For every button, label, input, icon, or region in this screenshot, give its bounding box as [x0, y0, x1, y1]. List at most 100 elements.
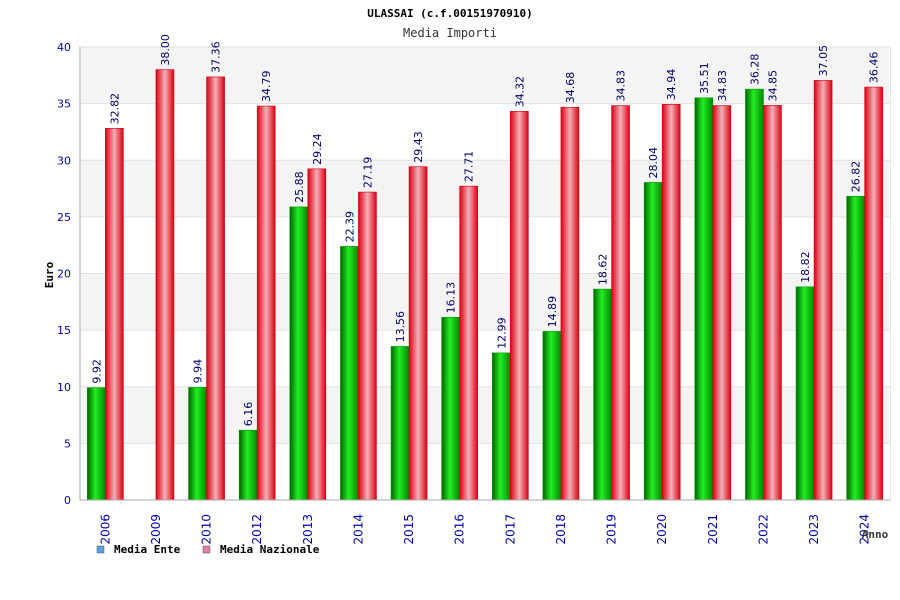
- y-axis-label: Euro: [43, 261, 56, 288]
- data-label: 34.32: [513, 76, 526, 108]
- y-tick-label: 15: [57, 324, 71, 337]
- legend-label: Media Nazionale: [220, 543, 320, 556]
- data-label: 25.88: [293, 171, 306, 203]
- y-tick-label: 20: [57, 268, 71, 281]
- y-tick-label: 10: [57, 381, 71, 394]
- data-label: 26.82: [850, 161, 863, 193]
- data-label: 12.99: [495, 317, 508, 349]
- data-label: 34.68: [564, 72, 577, 104]
- y-tick-label: 30: [57, 154, 71, 167]
- data-label: 18.82: [799, 251, 812, 283]
- bar-media-ente: [390, 346, 410, 501]
- bar-media-ente: [441, 317, 460, 501]
- bar-media-nazionale: [763, 105, 782, 501]
- bar-media-nazionale: [864, 86, 883, 501]
- legend-swatch: [202, 545, 211, 554]
- bar-media-nazionale: [560, 106, 580, 501]
- chart-title: ULASSAI (c.f.00151970910): [367, 7, 533, 20]
- bar-media-ente: [238, 429, 258, 501]
- x-tick-label: 2017: [503, 514, 517, 545]
- data-label: 18.62: [597, 254, 610, 286]
- bar-media-nazionale: [712, 105, 732, 501]
- y-tick-label: 40: [57, 41, 71, 54]
- data-label: 13.56: [394, 311, 407, 343]
- x-tick-label: 2006: [98, 514, 112, 545]
- legend: Media Ente Media Nazionale: [96, 543, 320, 556]
- bar-media-ente: [87, 387, 106, 501]
- data-label: 29.43: [412, 131, 425, 163]
- bars: [87, 69, 883, 501]
- x-tick-label: 2015: [402, 514, 416, 545]
- chart-subtitle: Media Importi: [403, 26, 497, 40]
- data-label: 6.16: [242, 402, 255, 427]
- legend-swatch: [96, 545, 105, 554]
- bar-media-nazionale: [510, 111, 529, 501]
- data-label: 38.00: [159, 34, 172, 66]
- data-label: 37.05: [817, 45, 830, 77]
- x-tick-label: 2010: [200, 514, 214, 545]
- data-label: 35.51: [698, 62, 711, 94]
- data-label: 14.89: [546, 296, 559, 328]
- y-tick-label: 5: [64, 437, 71, 450]
- bar-media-ente: [542, 331, 562, 501]
- bar-media-nazionale: [408, 166, 428, 501]
- bar-media-nazionale: [256, 105, 276, 501]
- bar-media-ente: [593, 288, 612, 501]
- data-label: 34.83: [615, 70, 628, 102]
- data-label: 22.39: [343, 211, 356, 243]
- bar-media-ente: [492, 352, 511, 501]
- data-label: 34.83: [716, 70, 729, 102]
- data-label: 34.85: [766, 70, 779, 102]
- data-label: 16.13: [445, 282, 458, 314]
- y-tick-label: 35: [57, 98, 71, 111]
- bar-media-ente: [188, 387, 207, 501]
- bar-media-ente: [694, 97, 714, 501]
- data-label: 27.71: [463, 151, 476, 183]
- data-label: 29.24: [311, 133, 324, 165]
- y-tick-label: 25: [57, 211, 71, 224]
- bar-media-nazionale: [459, 185, 478, 501]
- data-label: 9.92: [90, 359, 103, 384]
- data-labels: 9.92 32.82 38.00 9.94 37.36 6.16 34.79 25.88 29.…: [90, 34, 880, 426]
- bar-media-nazionale: [661, 104, 681, 501]
- bar-media-ente: [643, 182, 663, 501]
- bar-media-ente: [289, 206, 309, 501]
- x-tick-label: 2016: [453, 514, 467, 545]
- data-label: 34.94: [665, 69, 678, 101]
- bar-media-ente: [846, 195, 865, 501]
- x-tick-label: 2013: [301, 514, 315, 545]
- bar-media-nazionale: [358, 191, 377, 501]
- data-label: 32.82: [108, 93, 121, 125]
- x-tick-label: 2019: [605, 514, 619, 545]
- x-tick-label: 2021: [706, 514, 720, 545]
- bar-media-ente: [795, 286, 815, 501]
- bar-media-nazionale: [155, 69, 175, 501]
- bar-media-nazionale: [105, 128, 124, 501]
- data-label: 27.19: [361, 157, 374, 189]
- x-axis: 2006 2009 2010 2012 2013 2014 2015 2016 2017 2018…: [80, 499, 890, 545]
- x-tick-label: 2020: [655, 514, 669, 545]
- data-label: 34.79: [260, 71, 273, 103]
- x-tick-label: 2009: [149, 514, 163, 545]
- x-tick-label: 2024: [858, 514, 872, 545]
- legend-label: Media Ente: [114, 543, 181, 556]
- bar-media-nazionale: [307, 168, 327, 501]
- data-label: 28.04: [647, 147, 660, 179]
- y-tick-label: 0: [64, 494, 71, 507]
- bar-media-nazionale: [813, 80, 833, 501]
- data-label: 9.94: [192, 359, 205, 384]
- bar-media-nazionale: [206, 76, 225, 501]
- x-tick-label: 2023: [807, 514, 821, 545]
- bar-media-ente: [745, 88, 764, 501]
- data-label: 36.28: [748, 54, 761, 86]
- x-tick-label: 2012: [250, 514, 264, 545]
- bar-media-nazionale: [611, 105, 630, 501]
- data-label: 36.46: [868, 52, 881, 84]
- bar-media-ente: [340, 246, 359, 501]
- y-axis: 0 5 10 15 20 25 30 35 40: [57, 41, 81, 507]
- data-label: 37.36: [210, 41, 223, 73]
- x-tick-label: 2022: [756, 514, 770, 545]
- x-axis-label: Anno: [862, 528, 889, 541]
- x-tick-label: 2018: [554, 514, 568, 545]
